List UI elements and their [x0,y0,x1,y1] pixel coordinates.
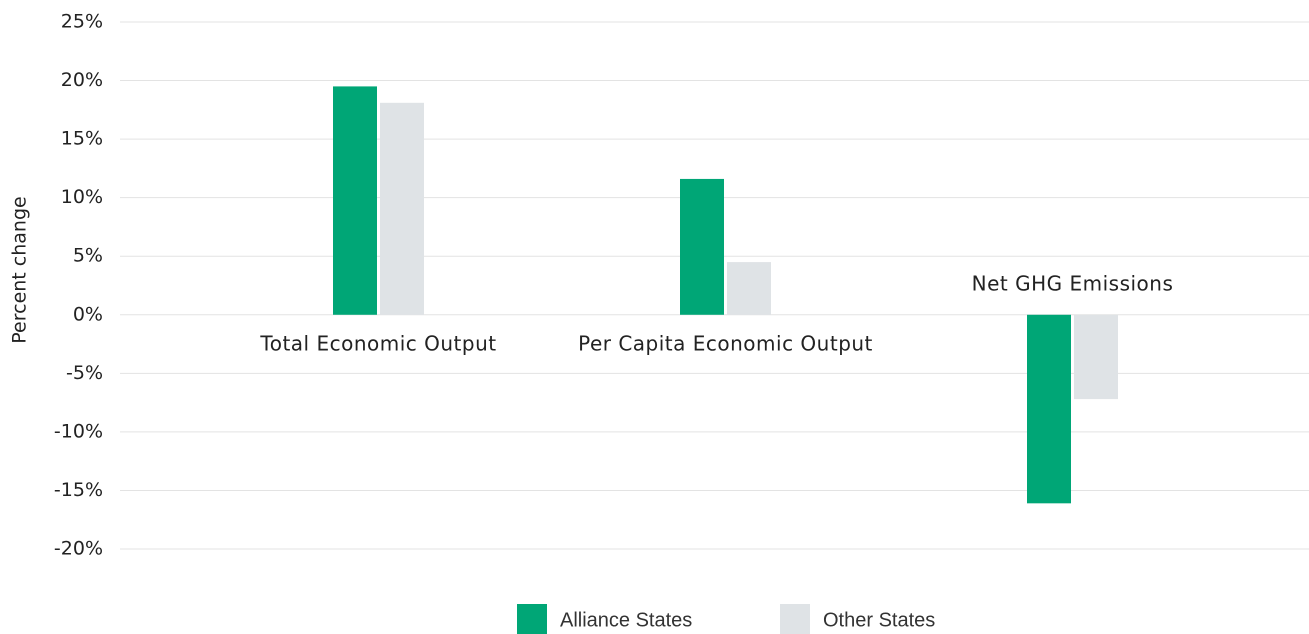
legend-swatch [517,604,547,634]
bar [727,262,771,315]
bar [333,86,377,315]
y-tick-label: -5% [66,362,103,384]
bar [1074,314,1118,400]
y-tick-label: -20% [54,538,103,560]
y-tick-label: 15% [61,128,103,150]
legend-swatch [780,604,810,634]
y-tick-label: 10% [61,186,103,208]
category-label: Net GHG Emissions [972,271,1174,295]
y-tick-label: 5% [73,245,103,267]
y-axis-label: Percent change [9,196,31,343]
y-tick-label: -15% [54,479,103,501]
y-tick-label: -10% [54,420,103,442]
legend-label: Other States [823,609,935,631]
y-tick-label: 0% [73,303,103,325]
category-label: Per Capita Economic Output [578,331,873,355]
y-tick-label: 20% [61,69,103,91]
bar [680,178,724,315]
bar [380,102,424,315]
legend-label: Alliance States [560,609,692,631]
bar [1027,314,1071,504]
category-label: Total Economic Output [259,331,496,355]
y-tick-label: 25% [61,11,103,33]
